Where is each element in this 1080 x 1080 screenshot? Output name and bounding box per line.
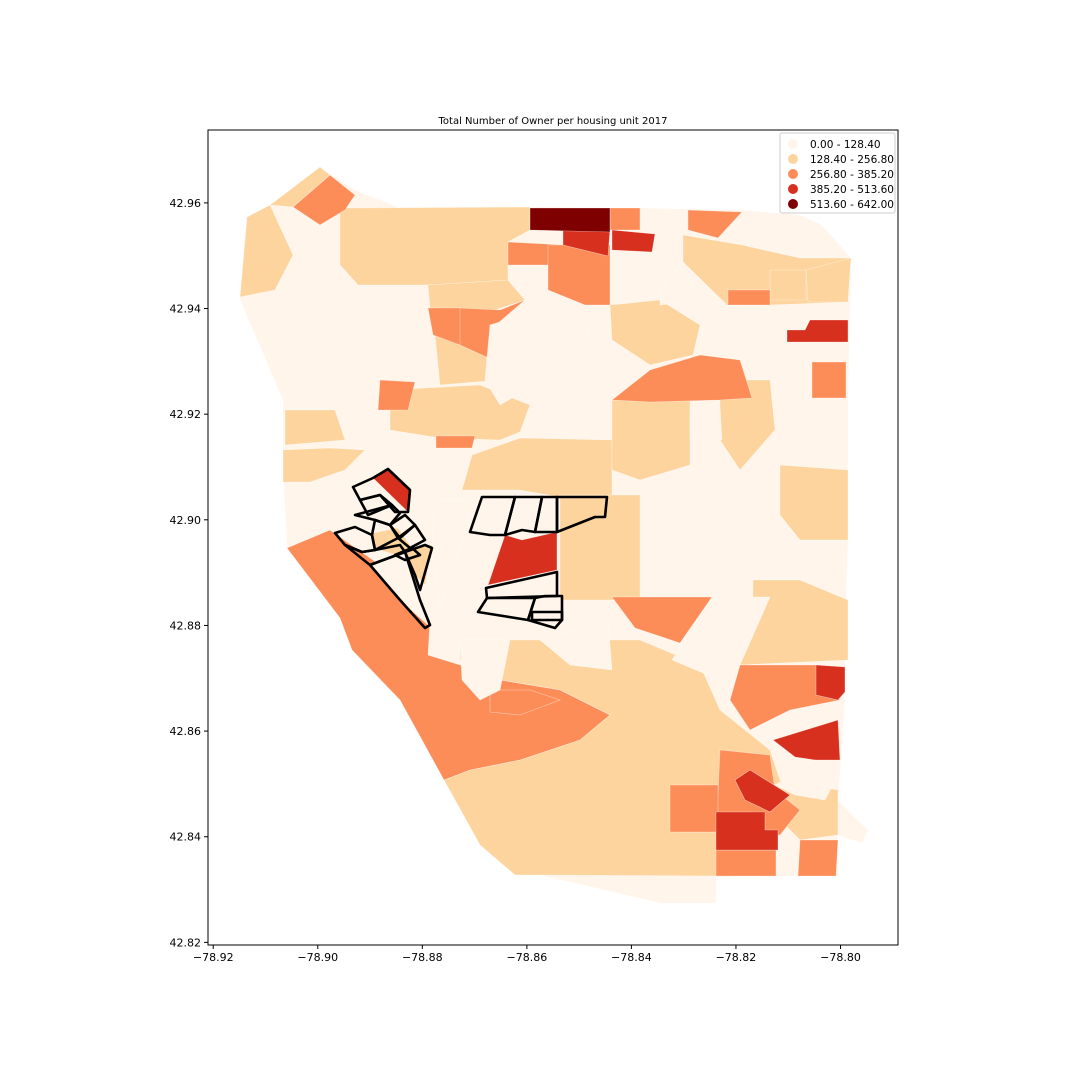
highlight-tract-center-4: [555, 495, 609, 534]
highlight-tract-south-4: [530, 610, 564, 622]
highlight-tract-south-3: [526, 594, 564, 630]
map-title: Total Number of Owner per housing unit 2…: [438, 116, 668, 127]
x-tick-label: −78.90: [297, 951, 338, 964]
tract-se-orange-4: [715, 849, 777, 877]
tract-north-band: [339, 206, 531, 286]
x-tick-label: −78.84: [611, 951, 652, 964]
tract-northwest-orange: [292, 174, 356, 226]
tract-north-orange-top: [609, 207, 641, 231]
tract-west-upper: [239, 204, 294, 298]
x-tick-label: −78.92: [193, 951, 234, 964]
tract-north-center: [427, 279, 526, 311]
tract-center-red: [487, 531, 558, 586]
legend-swatch: [788, 154, 798, 164]
tract-east-orange-med: [811, 361, 847, 399]
y-tick-label: 42.88: [170, 619, 202, 632]
tract-se-red-3: [715, 811, 779, 851]
tract-center-light-2: [659, 261, 701, 306]
tract-south-middle: [559, 494, 641, 601]
tract-center-light-1: [484, 307, 591, 406]
tract-small-orange-west: [377, 379, 416, 411]
tract-small-orange-2: [435, 435, 476, 449]
tract-southeast-light: [671, 596, 771, 681]
highlight-tract-west-3: [353, 503, 402, 527]
tract-east-north: [769, 269, 807, 301]
tract-center-west: [389, 384, 531, 441]
y-axis: 42.82 42.84 42.86 42.88 42.90 42.92 42.94 42.96: [170, 197, 208, 949]
tract-far-east-mid: [779, 464, 849, 541]
tract-south-orange-mid: [489, 689, 561, 716]
y-tick-label: 42.94: [170, 303, 202, 316]
tract-se-light-strip: [774, 759, 839, 801]
legend-swatch: [788, 199, 798, 209]
tract-east-red: [815, 664, 846, 701]
x-axis: −78.92 −78.90 −78.88 −78.86 −78.84 −78.82 −78.…: [193, 945, 861, 964]
tract-south-center-orange: [611, 596, 713, 644]
x-tick-label: −78.88: [402, 951, 443, 964]
tract-west-central: [284, 409, 346, 446]
tract-south-light-west: [459, 639, 511, 701]
tract-center-east: [611, 399, 691, 481]
tract-south-light-patch: [539, 619, 613, 671]
y-tick-label: 42.82: [170, 936, 202, 949]
x-tick-label: −78.80: [820, 951, 861, 964]
tract-north-darkest: [529, 207, 611, 233]
legend-label: 128.40 - 256.80: [810, 154, 894, 166]
tract-west-light-mid: [431, 499, 471, 611]
legend: 0.00 - 128.40 128.40 - 256.80 256.80 - 385…: [779, 132, 896, 214]
tract-layer: [239, 166, 869, 904]
tract-north-red-2: [611, 229, 656, 253]
highlight-layer: [333, 467, 609, 630]
y-tick-label: 42.90: [170, 514, 202, 527]
tract-east-light-strip: [689, 407, 723, 441]
tract-west-edge: [282, 447, 366, 483]
legend-swatch: [788, 139, 798, 149]
legend-label: 256.80 - 385.20: [810, 169, 894, 181]
tract-north-east-orange: [687, 209, 743, 239]
tract-se-orange-3: [669, 784, 719, 833]
tract-se-red-2: [734, 769, 791, 813]
tract-se-red-1: [772, 719, 841, 761]
highlight-tract-west-8: [396, 523, 427, 550]
highlight-tract-west-5: [370, 518, 400, 552]
y-tick-label: 42.92: [170, 408, 202, 421]
y-tick-label: 42.84: [170, 831, 202, 844]
tract-east-band-orange: [611, 354, 753, 403]
y-tick-label: 42.96: [170, 197, 202, 210]
legend-label: 0.00 - 128.40: [810, 139, 881, 151]
tract-northeast-red: [786, 319, 849, 343]
legend-swatch: [788, 184, 798, 194]
x-tick-label: −78.86: [507, 951, 548, 964]
tract-se-orange-5: [797, 839, 839, 877]
y-tick-label: 42.86: [170, 725, 202, 738]
legend-box: [779, 132, 896, 214]
highlight-tract-west-11: [403, 543, 434, 592]
tract-east-orange-small: [727, 289, 771, 306]
legend-label: 385.20 - 513.60: [810, 184, 894, 196]
legend-swatch: [788, 169, 798, 179]
x-tick-label: −78.82: [716, 951, 757, 964]
legend-label: 513.60 - 642.00: [810, 199, 894, 211]
tract-far-east-upper: [805, 257, 852, 303]
